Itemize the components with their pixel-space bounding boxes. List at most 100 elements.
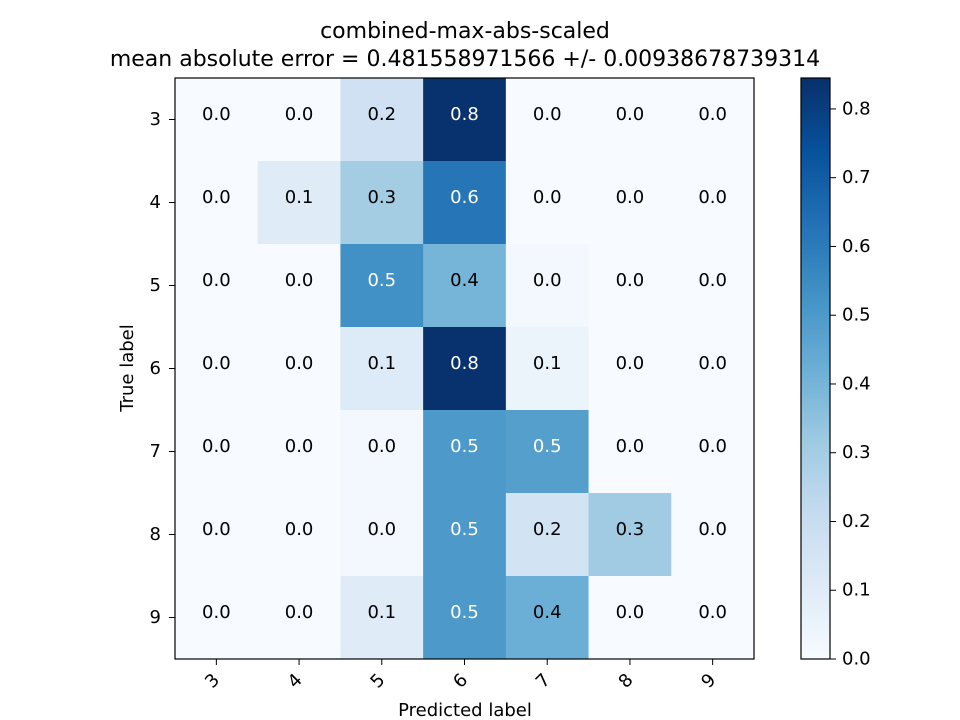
cell-value-label: 0.0 bbox=[616, 353, 645, 374]
heatmap-cell bbox=[671, 161, 755, 245]
cell-value-label: 0.0 bbox=[202, 353, 231, 374]
cell-value-label: 0.0 bbox=[698, 436, 727, 457]
cell-value-label: 0.0 bbox=[533, 187, 562, 208]
x-tick-label: 3 bbox=[201, 670, 224, 693]
cell-value-label: 0.8 bbox=[450, 353, 479, 374]
y-tick-label: 8 bbox=[150, 524, 161, 545]
cell-value-label: 0.0 bbox=[616, 104, 645, 125]
colorbar bbox=[800, 77, 831, 660]
heatmap-cell bbox=[423, 576, 507, 660]
chart-title: combined-max-abs-scaled bbox=[320, 19, 610, 44]
y-tick-label: 3 bbox=[150, 109, 161, 130]
heatmap-cells bbox=[175, 78, 755, 660]
cell-value-label: 0.0 bbox=[285, 353, 314, 374]
cell-value-label: 0.4 bbox=[533, 602, 562, 623]
cell-value-label: 0.6 bbox=[450, 187, 479, 208]
heatmap-cell bbox=[505, 576, 590, 660]
heatmap-cell bbox=[175, 78, 259, 162]
colorbar-tick-label: 0.7 bbox=[842, 167, 871, 188]
heatmap-cell bbox=[423, 493, 507, 577]
heatmap-cell bbox=[588, 576, 672, 660]
heatmap-cell bbox=[588, 161, 672, 245]
heatmap-cell bbox=[588, 78, 672, 162]
heatmap-cell bbox=[340, 576, 424, 660]
colorbar-tick-label: 0.4 bbox=[842, 373, 871, 394]
cell-value-label: 0.0 bbox=[533, 270, 562, 291]
cell-value-label: 0.5 bbox=[367, 270, 396, 291]
cell-value-label: 0.2 bbox=[533, 519, 562, 540]
heatmap-cell bbox=[671, 244, 755, 328]
heatmap-cell bbox=[257, 161, 341, 245]
x-tick-label: 7 bbox=[532, 670, 555, 693]
cell-value-label: 0.1 bbox=[367, 353, 396, 374]
cell-value-label: 0.0 bbox=[367, 436, 396, 457]
cell-value-label: 0.0 bbox=[285, 436, 314, 457]
heatmap-cell bbox=[588, 493, 672, 577]
heatmap-cell bbox=[671, 327, 755, 411]
heatmap-cell bbox=[257, 244, 341, 328]
cell-value-label: 0.1 bbox=[285, 187, 314, 208]
colorbar-tick-label: 0.8 bbox=[842, 98, 871, 119]
x-tick-label: 9 bbox=[697, 670, 720, 693]
cell-value-label: 0.0 bbox=[285, 270, 314, 291]
heatmap-cell bbox=[175, 327, 259, 411]
heatmap-cell bbox=[671, 493, 755, 577]
cell-value-label: 0.0 bbox=[616, 436, 645, 457]
cell-value-label: 0.0 bbox=[698, 187, 727, 208]
colorbar-tick-label: 0.3 bbox=[842, 442, 871, 463]
heatmap-cell bbox=[588, 410, 672, 494]
heatmap-cell bbox=[257, 576, 341, 660]
x-tick-label: 8 bbox=[615, 670, 638, 693]
heatmap-cell bbox=[671, 410, 755, 494]
heatmap-cell bbox=[340, 327, 424, 411]
colorbar-tick-label: 0.0 bbox=[842, 649, 871, 670]
heatmap-cell bbox=[671, 576, 755, 660]
cell-value-label: 0.4 bbox=[450, 270, 479, 291]
heatmap-cell bbox=[257, 78, 341, 162]
cell-value-label: 0.0 bbox=[202, 270, 231, 291]
heatmap-cell bbox=[505, 327, 590, 411]
heatmap-cell bbox=[423, 161, 507, 245]
heatmap-cell bbox=[257, 327, 341, 411]
cell-value-label: 0.5 bbox=[533, 436, 562, 457]
heatmap-cell bbox=[505, 493, 590, 577]
cell-value-label: 0.0 bbox=[616, 187, 645, 208]
y-tick-label: 9 bbox=[150, 607, 161, 628]
heatmap-cell bbox=[340, 493, 424, 577]
y-axis-ticks: 3 4 5 6 7 8 9 bbox=[150, 109, 175, 628]
heatmap-cell bbox=[175, 244, 259, 328]
heatmap-cell bbox=[505, 161, 590, 245]
chart-subtitle: mean absolute error = 0.481558971566 +/-… bbox=[110, 47, 820, 72]
colorbar-tick-label: 0.1 bbox=[842, 580, 871, 601]
x-tick-label: 4 bbox=[284, 670, 307, 693]
x-axis-ticks: 3 4 5 6 7 8 9 bbox=[201, 659, 720, 693]
cell-value-label: 0.0 bbox=[202, 104, 231, 125]
heatmap-cell bbox=[340, 78, 424, 162]
cell-value-label: 0.0 bbox=[698, 104, 727, 125]
y-tick-label: 7 bbox=[150, 441, 161, 462]
cell-value-label: 0.5 bbox=[450, 519, 479, 540]
heatmap-cell bbox=[588, 244, 672, 328]
cell-value-label: 0.0 bbox=[202, 187, 231, 208]
heatmap-cell bbox=[175, 161, 259, 245]
cell-value-label: 0.0 bbox=[698, 602, 727, 623]
cell-value-label: 0.0 bbox=[285, 519, 314, 540]
cell-value-label: 0.0 bbox=[616, 270, 645, 291]
heatmap-cell bbox=[423, 78, 507, 162]
y-axis-label: True label bbox=[117, 324, 138, 413]
heatmap-cell bbox=[340, 410, 424, 494]
x-tick-label: 5 bbox=[366, 670, 389, 693]
cell-value-label: 0.3 bbox=[616, 519, 645, 540]
cell-value-label: 0.0 bbox=[533, 104, 562, 125]
heatmap-cell bbox=[340, 161, 424, 245]
cell-value-label: 0.5 bbox=[450, 436, 479, 457]
cell-value-label: 0.0 bbox=[285, 602, 314, 623]
heatmap-cell bbox=[257, 493, 341, 577]
cell-value-label: 0.1 bbox=[533, 353, 562, 374]
y-tick-label: 5 bbox=[150, 275, 161, 296]
y-tick-label: 4 bbox=[150, 192, 161, 213]
cell-value-label: 0.0 bbox=[616, 602, 645, 623]
heatmap-cell bbox=[423, 410, 507, 494]
heatmap-cell bbox=[423, 327, 507, 411]
heatmap-cell bbox=[588, 327, 672, 411]
